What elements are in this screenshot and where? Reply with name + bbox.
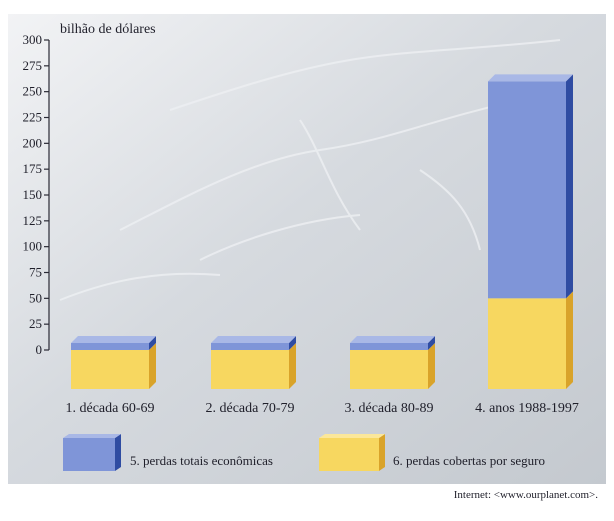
bar-3-total-top — [350, 336, 435, 343]
legend: 5. perdas totais econômicas 6. perdas co… — [63, 434, 545, 471]
y-tick-label: 75 — [29, 265, 42, 280]
legend-swatch-yellow-front — [319, 438, 379, 471]
source-credit: Internet: <www.ourplanet.com>. — [454, 489, 599, 501]
bar-4-total-side — [566, 74, 573, 299]
bar-2-total-side — [289, 336, 296, 350]
category-labels: 1. década 60-69 2. década 70-79 3. década … — [65, 401, 578, 416]
background-map-texture — [59, 39, 561, 301]
y-tick-label: 25 — [29, 316, 42, 331]
y-tick-label: 100 — [23, 239, 43, 254]
bar-2-total — [211, 336, 296, 350]
bar-1-insured-side — [149, 343, 156, 389]
bar-3-total-side — [428, 336, 435, 350]
bar-1-total-front — [71, 343, 149, 350]
y-tick-label: 200 — [23, 135, 43, 150]
y-tick-label: 50 — [29, 290, 42, 305]
category-label: 3. década 80-89 — [344, 401, 433, 416]
y-tick-label: 225 — [23, 110, 43, 125]
y-tick-label: 175 — [23, 161, 43, 176]
category-label: 4. anos 1988-1997 — [475, 401, 579, 416]
legend-swatch-yellow-top — [319, 434, 385, 438]
y-tick-label: 275 — [23, 58, 43, 73]
y-tick-label: 250 — [23, 84, 43, 99]
bar-3-insured-side — [428, 343, 435, 389]
legend-swatch-blue-top — [63, 434, 121, 438]
bar-4-insured — [488, 291, 573, 389]
legend-swatch-blue-side — [115, 434, 121, 471]
y-axis-title: bilhão de dólares — [60, 22, 156, 37]
bar-1-total-side — [149, 336, 156, 350]
bar-1-insured-front — [71, 350, 149, 389]
bar-4-insured-side — [566, 291, 573, 389]
bar-3-total-front — [350, 343, 428, 350]
bar-3-total — [350, 336, 435, 350]
legend-swatch-blue-front — [63, 438, 115, 471]
y-tick-label: 150 — [23, 187, 43, 202]
bar-4-total-front — [488, 81, 566, 299]
legend-swatch-yellow-side — [379, 434, 385, 471]
bar-4-total — [488, 74, 573, 299]
bars-group — [71, 74, 573, 389]
y-axis: 0 25 50 75 100 125 150 175 200 225 250 275 300 — [23, 32, 50, 357]
bar-2-total-front — [211, 343, 289, 350]
bar-2-insured-side — [289, 343, 296, 389]
y-tick-label: 0 — [36, 342, 43, 357]
legend-label-perdas-cobertas: 6. perdas cobertas por seguro — [393, 453, 545, 468]
bar-1-total — [71, 336, 156, 350]
bar-4-total-top — [488, 74, 573, 82]
legend-label-perdas-totais: 5. perdas totais econômicas — [130, 453, 273, 468]
bar-1-total-top — [71, 336, 156, 343]
y-tick-label: 300 — [23, 32, 43, 47]
category-label: 1. década 60-69 — [65, 401, 154, 416]
bar-3-insured-front — [350, 350, 428, 389]
bar-4-insured-front — [488, 298, 566, 389]
bar-2-total-top — [211, 336, 296, 343]
category-label: 2. década 70-79 — [205, 401, 294, 416]
bar-2-insured-front — [211, 350, 289, 389]
y-tick-label: 125 — [23, 213, 43, 228]
